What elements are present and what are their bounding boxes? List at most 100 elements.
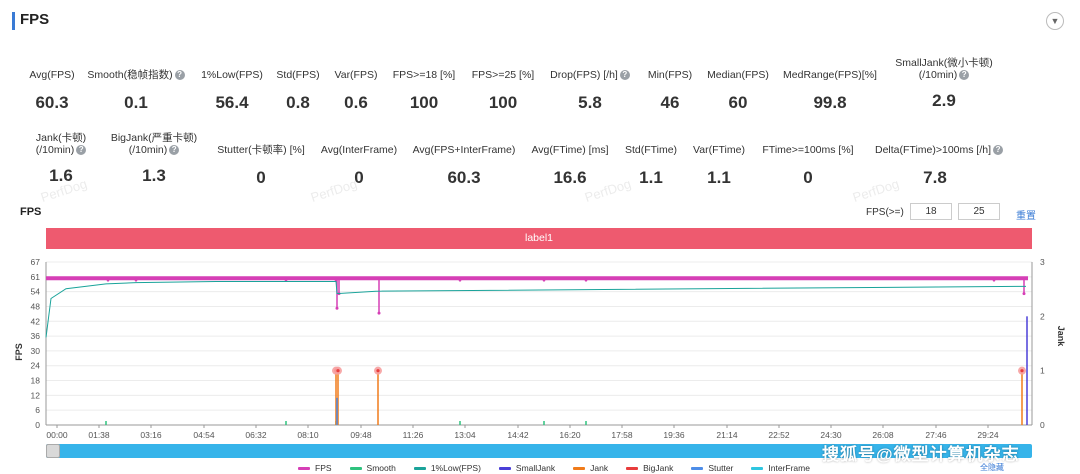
metric-value: 100 <box>488 93 518 112</box>
fps-dip-point <box>377 311 381 315</box>
metric-value: 2.9 <box>932 91 956 110</box>
metric-r1-10: MedRange(FPS)[%] 99.8 <box>770 69 890 113</box>
legend-swatch <box>498 466 511 470</box>
metric-label: Median(FPS) <box>707 69 769 81</box>
metric-value: 100 <box>409 93 439 112</box>
fps-dip-point <box>1022 292 1026 296</box>
legend-item[interactable]: BigJank <box>626 462 673 474</box>
y2-tick-label: 1 <box>1040 366 1045 376</box>
y2-tick-label: 0 <box>1040 420 1045 430</box>
legend-item[interactable]: InterFrame <box>751 462 810 474</box>
metric-r2-4: Avg(FPS+InterFrame) 60.3 <box>404 144 524 188</box>
metric-r1-7: Drop(FPS) [/h]? 5.8 <box>530 69 650 113</box>
legend-item[interactable]: 1%Low(FPS) <box>413 462 481 474</box>
label-band[interactable]: label1 <box>46 228 1032 249</box>
metric-r1-0: Avg(FPS) 60.3 <box>0 69 112 113</box>
metric-r1-4: Var(FPS) 0.6 <box>296 69 416 113</box>
x-tick-label: 06:32 <box>245 430 267 440</box>
metric-label: Smooth(稳帧指数)? <box>76 69 196 81</box>
y-tick-label: 42 <box>31 316 41 326</box>
metric-label: FTime>=100ms [%] <box>762 144 854 156</box>
legend-label: FPS <box>315 463 332 473</box>
metric-value: 0 <box>803 168 813 187</box>
metric-value: 5.8 <box>578 93 602 112</box>
metric-label: Stutter(卡顿率) [%] <box>217 144 305 156</box>
threshold-input-1[interactable]: 18 <box>910 203 952 220</box>
x-tick-label: 27:46 <box>925 430 947 440</box>
x-tick-label: 00:00 <box>46 430 68 440</box>
fps-marker <box>542 279 546 282</box>
threshold-input-2[interactable]: 25 <box>958 203 1000 220</box>
legend-label: SmallJank <box>515 463 556 473</box>
metric-value: 56.4 <box>215 93 249 112</box>
metric-value: 1.3 <box>142 166 166 185</box>
timeline-scrollbar[interactable] <box>46 444 1032 458</box>
fps-marker <box>284 279 288 282</box>
legend-label: 1%Low(FPS) <box>430 463 481 473</box>
metric-label: Min(FPS) <box>647 69 693 81</box>
x-tick-label: 04:54 <box>193 430 215 440</box>
help-icon[interactable]: ? <box>76 145 87 156</box>
legend-label: Smooth <box>366 463 396 473</box>
y-tick-label: 30 <box>31 346 41 356</box>
reset-link[interactable]: 重置 <box>1016 211 1036 222</box>
metric-r1-11: SmallJank(微小卡顿) (/10min)? 2.9 <box>884 57 1004 111</box>
fps-marker <box>584 279 588 282</box>
help-icon[interactable]: ? <box>993 145 1004 156</box>
hide-all-link[interactable]: 全隐藏 <box>980 463 1004 472</box>
x-tick-label: 08:10 <box>297 430 319 440</box>
help-icon[interactable]: ? <box>619 70 630 81</box>
header-accent-bar <box>12 12 15 30</box>
metric-label: Avg(InterFrame) <box>320 144 398 156</box>
legend-label: BigJank <box>643 463 674 473</box>
metric-label: MedRange(FPS)[%] <box>783 69 877 81</box>
x-tick-label: 11:26 <box>403 430 424 440</box>
legend-item[interactable]: Smooth <box>349 462 396 474</box>
scroll-handle[interactable] <box>46 444 60 458</box>
bigjank-center <box>1020 369 1024 373</box>
metric-value: 60.3 <box>35 93 69 112</box>
x-tick-label: 14:42 <box>507 430 529 440</box>
y-tick-label: 36 <box>31 331 41 341</box>
metric-label: SmallJank(微小卡顿) <box>895 57 993 69</box>
metric-r1-5: FPS>=18 [%] 100 <box>364 69 484 113</box>
metric-label: Var(FPS) <box>334 69 378 81</box>
metric-r2-6: Std(FTime) 1.1 <box>591 144 711 188</box>
metric-label-unit: (/10min)? <box>94 144 214 156</box>
fps-marker <box>334 279 338 282</box>
y-tick-label: 24 <box>31 361 41 371</box>
legend-item[interactable]: Stutter <box>691 462 733 474</box>
metric-value: 60.3 <box>447 168 481 187</box>
metric-value: 60 <box>728 93 748 112</box>
threshold-label: FPS(>=) <box>866 207 904 218</box>
help-icon[interactable]: ? <box>959 70 970 81</box>
metric-value: 1.6 <box>49 166 73 185</box>
legend-item[interactable]: Jank <box>573 462 608 474</box>
help-icon[interactable]: ? <box>174 70 185 81</box>
legend-item[interactable]: FPS <box>298 462 332 474</box>
metric-r2-0: Jank(卡顿) (/10min)? 1.6 <box>1 132 121 186</box>
metric-r1-8: Min(FPS) 46 <box>610 69 730 113</box>
metric-r1-6: FPS>=25 [%] 100 <box>443 69 563 113</box>
fps-marker <box>106 279 110 282</box>
metric-value: 16.6 <box>553 168 587 187</box>
chevron-down-icon[interactable]: ▼ <box>1046 12 1064 30</box>
section-title: FPS <box>20 11 50 28</box>
metric-r2-3: Avg(InterFrame) 0 <box>299 144 419 188</box>
legend-item[interactable]: SmallJank <box>498 462 556 474</box>
metric-label: BigJank(严重卡顿) <box>110 132 198 144</box>
x-tick-label: 19:36 <box>663 430 685 440</box>
metric-label: Delta(FTime)>100ms [/h]? <box>875 144 1004 156</box>
metric-label: FPS>=25 [%] <box>471 69 535 81</box>
metric-label-unit: (/10min)? <box>884 69 1004 81</box>
x-tick-label: 01:38 <box>88 430 110 440</box>
x-tick-label: 29:24 <box>977 430 999 440</box>
y-tick-label: 6 <box>35 405 40 415</box>
metric-r1-1: Smooth(稳帧指数)? 0.1 <box>76 69 196 113</box>
chart-title: FPS <box>20 206 42 218</box>
help-icon[interactable]: ? <box>169 145 180 156</box>
y2-tick-label: 3 <box>1040 257 1045 267</box>
x-tick-label: 26:08 <box>872 430 894 440</box>
metric-value: 1.1 <box>707 168 731 187</box>
